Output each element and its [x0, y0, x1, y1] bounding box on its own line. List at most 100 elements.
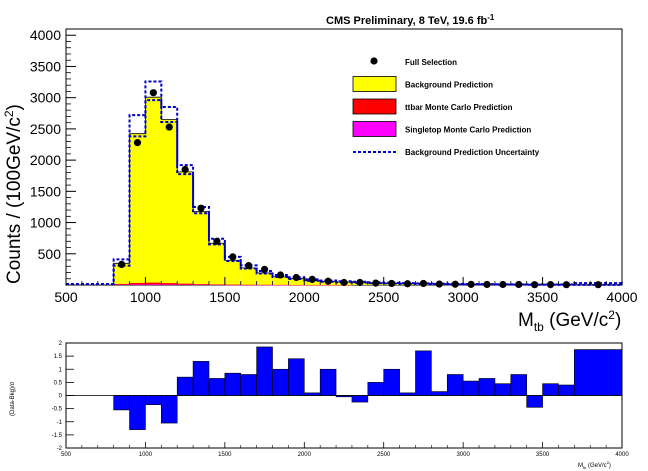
data-point	[324, 277, 332, 285]
data-point	[292, 273, 300, 282]
residual-x-axis-title: Mtb (GeV/c2)	[578, 460, 611, 470]
residual-bar	[494, 383, 512, 396]
residual-y-tick-label: 0.5	[54, 380, 63, 386]
y-tick-label: 3000	[30, 90, 61, 106]
bar-background-prediction	[177, 171, 194, 285]
data-point	[308, 275, 316, 283]
residual-bar	[288, 358, 305, 396]
main-y-axis-title: Counts / (100GeV/c2)	[2, 104, 25, 284]
bar-background-prediction	[272, 276, 289, 285]
y-tick-label: 1000	[30, 215, 61, 231]
bar-singletop-prediction	[145, 284, 162, 285]
data-point	[340, 278, 348, 287]
data-point	[372, 279, 380, 287]
y-tick-label: 3500	[30, 58, 61, 74]
residual-bar	[319, 368, 337, 396]
data-point	[149, 89, 157, 97]
residual-bar	[176, 376, 194, 396]
x-tick-label: 2000	[289, 289, 320, 305]
residual-bar	[558, 384, 575, 396]
bar-ttbar-prediction	[161, 283, 178, 285]
bar-background-prediction	[256, 272, 273, 285]
legend-swatch	[352, 98, 397, 115]
svg-text:(Data-Bkg)/σ: (Data-Bkg)/σ	[10, 381, 16, 416]
data-point	[356, 278, 364, 287]
data-point	[197, 204, 205, 212]
data-point	[435, 280, 443, 288]
bar-ttbar-prediction	[320, 284, 337, 286]
data-point	[594, 281, 602, 289]
bar-ttbar-prediction	[304, 284, 321, 286]
residual-y-tick-label: -1	[57, 420, 63, 426]
residual-bar	[431, 391, 448, 396]
bar-background-prediction	[129, 133, 146, 285]
residual-bar	[415, 350, 432, 396]
residual-x-tick-label: 2500	[377, 452, 391, 458]
y-tick-label: 1500	[30, 183, 61, 199]
residual-x-tick-label: 2000	[298, 452, 312, 458]
legend-swatch	[352, 121, 397, 137]
residual-bar	[113, 395, 130, 411]
bar-ttbar-prediction	[177, 283, 194, 285]
bar-ttbar-prediction	[145, 282, 162, 285]
bar-ttbar-prediction	[288, 284, 305, 286]
residual-bar	[272, 368, 289, 396]
residual-bar	[129, 395, 146, 430]
data-point	[165, 123, 173, 131]
residual-axes: 500 1000 1500 2000 2500 3000 3500 4000 -2 -1.5 -1 -…	[52, 341, 630, 458]
x-tick-label: 2500	[368, 289, 399, 305]
y-tick-label: 2500	[30, 121, 61, 137]
residual-bar	[224, 372, 242, 396]
main-x-axis-title: Mtb (GeV/c2)	[518, 308, 621, 334]
data-point	[515, 280, 523, 289]
data-point	[133, 139, 142, 147]
data-point	[388, 279, 396, 288]
data-point	[213, 237, 221, 245]
bar-ttbar-prediction	[113, 283, 130, 285]
data-point	[276, 271, 285, 279]
x-tick-label: 500	[54, 289, 78, 305]
x-tick-label: 3000	[448, 289, 479, 305]
data-point	[467, 280, 475, 288]
main-histogram	[113, 96, 623, 286]
residual-y-tick-label: 1	[59, 367, 63, 373]
data-point	[118, 260, 126, 268]
residual-y-tick-label: 2	[59, 341, 63, 347]
residual-bar	[256, 346, 273, 396]
residual-x-tick-label: 1500	[218, 452, 232, 458]
data-point	[260, 265, 269, 273]
residual-x-tick-label: 1000	[139, 452, 153, 458]
bar-background-prediction	[208, 243, 225, 285]
residual-bar	[574, 349, 623, 396]
main-axes: 500 1000 1500 2000 2500 3000 3500 4000 500 1000 15…	[30, 27, 638, 305]
y-tick-label: 500	[38, 246, 62, 262]
bar-background-prediction	[113, 263, 130, 285]
residual-y-tick-label: 1.5	[54, 354, 63, 360]
legend-label: Full Selection	[405, 58, 457, 67]
bar-background-prediction	[161, 119, 178, 285]
data-point	[229, 253, 237, 261]
residual-bar	[383, 368, 400, 396]
residual-bar	[351, 395, 369, 403]
y-tick-label: 4000	[30, 27, 61, 43]
residual-y-tick-label: -1.5	[52, 433, 63, 439]
legend-label: ttbar Monte Carlo Prediction	[405, 103, 513, 112]
residual-x-tick-label: 3000	[456, 452, 470, 458]
residual-bar	[510, 374, 527, 396]
bar-background-prediction	[288, 278, 305, 285]
data-point	[451, 280, 459, 288]
residual-x-tick-label: 3500	[536, 452, 550, 458]
bar-background-prediction	[145, 97, 162, 286]
x-tick-label: 1000	[130, 289, 161, 305]
residual-histogram	[66, 346, 623, 430]
data-point	[483, 280, 491, 289]
bar-background-prediction	[224, 260, 241, 285]
y-tick-label: 2000	[30, 152, 61, 168]
residual-y-tick-label: -2	[57, 446, 63, 452]
residual-bar	[240, 374, 257, 396]
legend-swatch	[352, 76, 397, 92]
legend-marker	[370, 57, 378, 65]
legend-label: Background Prediction	[405, 81, 493, 90]
data-point	[499, 280, 507, 289]
